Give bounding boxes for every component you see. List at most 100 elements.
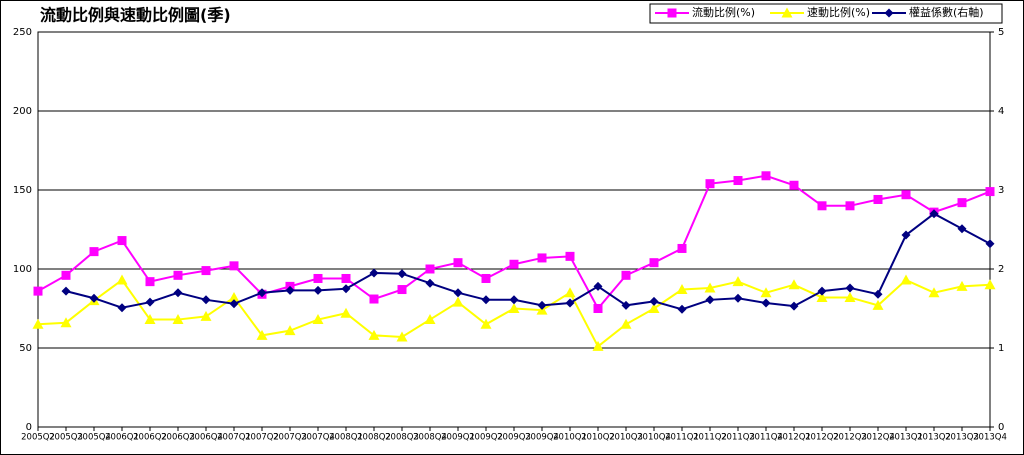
point-marker <box>648 303 660 313</box>
point-marker <box>228 291 240 302</box>
point-marker <box>537 253 547 263</box>
point-marker <box>592 340 604 351</box>
point-marker <box>397 269 407 279</box>
point-marker <box>481 273 491 283</box>
point-marker <box>788 279 800 290</box>
x-tick-label: 2009Q4 <box>525 433 559 443</box>
point-marker <box>781 7 793 18</box>
x-tick-label: 2010Q3 <box>609 433 643 443</box>
point-marker <box>667 8 677 18</box>
x-tick-label: 2011Q1 <box>665 433 699 443</box>
plot-area <box>37 31 991 428</box>
point-marker <box>873 289 883 299</box>
x-tick-label: 2013Q3 <box>945 433 979 443</box>
point-marker <box>284 325 296 336</box>
x-tick-label: 2006Q3 <box>161 433 195 443</box>
x-tick-label: 2012Q1 <box>777 433 811 443</box>
point-marker <box>845 201 855 211</box>
point-marker <box>201 295 211 305</box>
point-marker <box>677 243 687 253</box>
x-tick-label: 2005Q3 <box>49 433 83 443</box>
y-tick-label: 250 <box>13 27 32 38</box>
series-line <box>65 212 991 311</box>
point-marker <box>564 287 576 298</box>
point-marker <box>537 300 547 310</box>
point-marker <box>620 318 632 329</box>
point-marker <box>509 295 519 305</box>
point-marker <box>677 304 687 314</box>
y2-tick-label: 0 <box>998 422 1004 433</box>
point-marker <box>396 331 408 342</box>
point-marker <box>761 298 771 308</box>
point-marker <box>844 291 856 302</box>
x-tick-label: 2008Q4 <box>413 433 447 443</box>
point-marker <box>61 286 71 296</box>
point-marker <box>229 261 239 271</box>
point-marker <box>593 281 603 291</box>
point-marker <box>312 314 324 325</box>
point-marker <box>929 209 939 219</box>
x-tick-label: 2012Q3 <box>833 433 867 443</box>
point-marker <box>901 230 911 240</box>
point-marker <box>705 179 715 189</box>
point-marker <box>957 198 967 208</box>
x-tick-label: 2012Q2 <box>805 433 839 443</box>
point-marker <box>621 270 631 280</box>
point-marker <box>369 294 379 304</box>
point-marker <box>957 224 967 234</box>
point-marker <box>313 285 323 295</box>
x-tick-label: 2013Q4 <box>973 433 1007 443</box>
x-tick-label: 2007Q4 <box>301 433 335 443</box>
point-marker <box>341 273 351 283</box>
point-marker <box>884 8 894 18</box>
x-tick-label: 2013Q1 <box>889 433 923 443</box>
x-tick-label: 2009Q2 <box>469 433 503 443</box>
x-tick-label: 2008Q3 <box>385 433 419 443</box>
x-tick-label: 2012Q4 <box>861 433 895 443</box>
point-marker <box>89 247 99 257</box>
point-marker <box>704 282 716 293</box>
x-tick-label: 2006Q1 <box>105 433 139 443</box>
x-tick-label: 2005Q2 <box>21 433 55 443</box>
point-marker <box>201 266 211 276</box>
point-marker <box>229 299 239 309</box>
y2-tick-label: 5 <box>998 27 1004 38</box>
point-marker <box>676 284 688 295</box>
point-marker <box>369 268 379 278</box>
point-marker <box>760 287 772 298</box>
point-marker <box>621 300 631 310</box>
y-tick-label: 100 <box>13 264 32 275</box>
point-marker <box>565 298 575 308</box>
point-marker <box>705 295 715 305</box>
x-tick-label: 2006Q2 <box>133 433 167 443</box>
x-tick-label: 2011Q4 <box>749 433 783 443</box>
point-marker <box>593 304 603 313</box>
y2-tick-label: 2 <box>998 264 1004 275</box>
x-tick-label: 2006Q4 <box>189 433 223 443</box>
x-tick-label: 2011Q3 <box>721 433 755 443</box>
x-tick-label: 2013Q2 <box>917 433 951 443</box>
point-marker <box>425 264 435 274</box>
point-marker <box>144 314 156 325</box>
point-marker <box>649 296 659 306</box>
point-marker <box>285 285 295 295</box>
point-marker <box>313 273 323 283</box>
point-marker <box>173 270 183 280</box>
point-marker <box>565 251 575 261</box>
x-tick-label: 2010Q1 <box>553 433 587 443</box>
point-marker <box>452 296 464 307</box>
point-marker <box>480 318 492 329</box>
point-marker <box>116 274 128 285</box>
point-marker <box>397 285 407 295</box>
point-marker <box>145 297 155 307</box>
chart-title: 流動比例與速動比例圖(季) <box>40 6 231 25</box>
point-marker <box>257 288 267 298</box>
point-marker <box>481 295 491 305</box>
point-marker <box>761 171 771 181</box>
point-marker <box>872 299 884 310</box>
x-tick-label: 2007Q3 <box>273 433 307 443</box>
point-marker <box>425 278 435 288</box>
point-marker <box>733 293 743 303</box>
legend <box>649 3 1003 24</box>
